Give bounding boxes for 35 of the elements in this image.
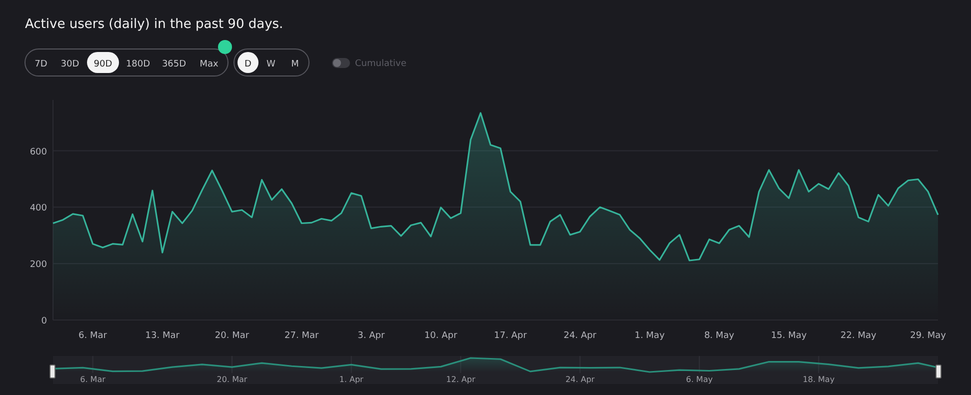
text: 7D xyxy=(34,60,48,70)
chart-title: Active users (daily) in the past 90 days. xyxy=(25,17,284,32)
x-tick-label: 1. May xyxy=(634,331,666,341)
x-tick-label: 29. May xyxy=(910,331,947,341)
text: 90D xyxy=(94,60,112,70)
x-tick-label: 1. Apr xyxy=(339,375,364,384)
x-tick-label: 22. May xyxy=(840,331,878,341)
text: M xyxy=(291,60,299,70)
x-tick-label: 17. Apr xyxy=(494,331,528,341)
x-tick-label: 24. Apr xyxy=(565,375,596,384)
text: D xyxy=(244,60,252,70)
x-tick-label: 8. May xyxy=(704,331,735,341)
text: 365D xyxy=(162,60,186,70)
x-tick-label: 12. Apr xyxy=(446,375,476,384)
text: Max xyxy=(200,60,219,70)
y-tick-label: 200 xyxy=(30,260,48,270)
x-tick-label: 6. Mar xyxy=(80,375,106,384)
text: W xyxy=(266,60,276,70)
x-tick-label: 27. Mar xyxy=(284,331,319,341)
x-tick-label: 15. May xyxy=(770,331,808,341)
x-tick-label: 3. Apr xyxy=(358,331,386,341)
x-tick-label: 6. Mar xyxy=(78,331,108,341)
x-tick-label: 20. Mar xyxy=(216,375,248,384)
text: 180D xyxy=(126,60,150,70)
text: 30D xyxy=(60,60,80,70)
y-tick-label: 400 xyxy=(30,204,48,214)
x-tick-label: 6. May xyxy=(686,375,713,384)
x-tick-label: 13. Mar xyxy=(145,331,180,341)
x-tick-label: 20. Mar xyxy=(214,331,250,341)
x-tick-label: 10. Apr xyxy=(424,331,458,341)
x-tick-label: 18. May xyxy=(802,375,835,384)
y-tick-label: 0 xyxy=(41,316,48,326)
x-tick-label: 24. Apr xyxy=(564,331,597,341)
text: Cumulative xyxy=(355,59,407,69)
y-tick-label: 600 xyxy=(30,147,48,158)
